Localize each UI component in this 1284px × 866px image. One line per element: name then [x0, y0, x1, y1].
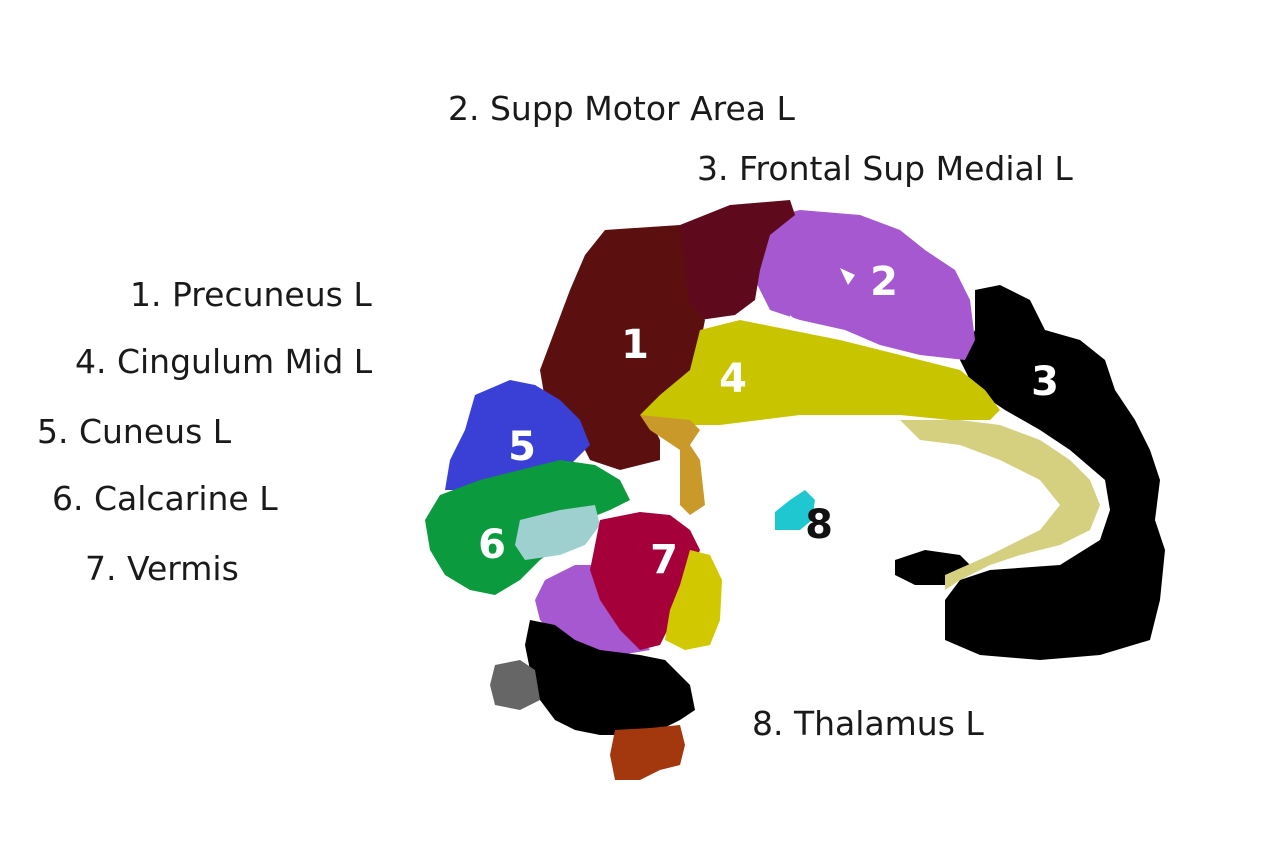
region-number-4: 4: [719, 356, 747, 402]
legend-label-vermis: 7. Vermis: [85, 549, 239, 588]
region-dark-red-upper: [675, 200, 795, 320]
region-frontal-sup-medial: [945, 285, 1165, 660]
legend-label-thalamus: 8. Thalamus L: [752, 704, 984, 743]
region-grey: [490, 660, 540, 710]
legend-label-calcarine: 6. Calcarine L: [52, 479, 278, 518]
region-precuneus: [540, 225, 705, 470]
region-white-notch-2: [790, 315, 805, 330]
region-yellow-small: [665, 550, 722, 650]
region-cingulum-mid: [640, 320, 1000, 425]
legend-label-precuneus: 1. Precuneus L: [130, 275, 372, 314]
region-white-notch: [840, 268, 855, 285]
region-cingulum-light: [900, 420, 1100, 590]
region-supp-motor-area: [755, 210, 975, 360]
region-number-1: 1: [621, 322, 649, 368]
region-number-3: 3: [1031, 359, 1059, 405]
region-thalamus: [775, 490, 815, 530]
region-number-6: 6: [478, 522, 506, 568]
region-ochre-fornix: [640, 415, 705, 515]
region-number-8: 8: [805, 502, 833, 548]
region-number-5: 5: [508, 424, 536, 470]
region-number-7: 7: [650, 537, 678, 583]
region-number-2: 2: [870, 259, 898, 305]
legend-label-supp-motor: 2. Supp Motor Area L: [448, 89, 795, 128]
legend-label-frontal-sup-medial: 3. Frontal Sup Medial L: [697, 149, 1073, 188]
legend-label-cuneus: 5. Cuneus L: [37, 412, 232, 451]
legend-label-cingulum-mid: 4. Cingulum Mid L: [75, 342, 373, 381]
region-calcarine-light: [515, 505, 600, 560]
region-rust: [610, 725, 685, 780]
region-brainstem-black: [525, 620, 695, 735]
